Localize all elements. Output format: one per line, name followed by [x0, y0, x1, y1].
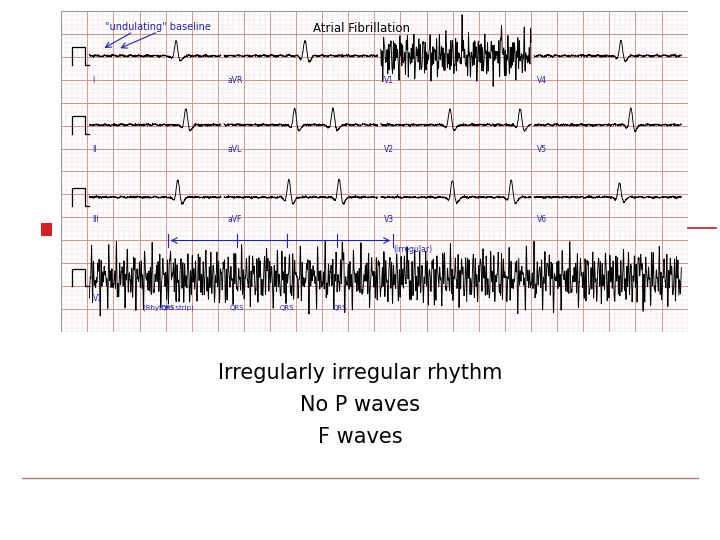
Text: Atrial Fibrillation: Atrial Fibrillation [313, 22, 410, 35]
Text: No P waves: No P waves [300, 395, 420, 415]
Text: V1: V1 [93, 294, 102, 303]
Text: F waves: F waves [318, 427, 402, 448]
Text: aVF: aVF [228, 215, 242, 225]
Text: V6: V6 [537, 215, 547, 225]
Text: QRS: QRS [230, 305, 244, 310]
Text: V4: V4 [537, 76, 547, 85]
Text: (Rhythm strip): (Rhythm strip) [143, 305, 194, 311]
Text: QRS: QRS [161, 305, 175, 310]
Text: Irregularly irregular rhythm: Irregularly irregular rhythm [218, 362, 502, 383]
Text: II: II [93, 145, 97, 154]
Text: (irregular): (irregular) [393, 245, 432, 254]
Text: V1: V1 [384, 76, 394, 85]
Bar [41, 223, 52, 236]
Text: "undulating" baseline: "undulating" baseline [105, 22, 211, 32]
Text: QRS: QRS [333, 305, 347, 310]
Text: aVL: aVL [228, 145, 241, 154]
Text: V5: V5 [537, 145, 547, 154]
Text: aVR: aVR [228, 76, 243, 85]
Text: V3: V3 [384, 215, 394, 225]
Text: I: I [93, 76, 95, 85]
Text: V2: V2 [384, 145, 394, 154]
Text: III: III [93, 215, 99, 225]
Text: QRS: QRS [279, 305, 294, 310]
